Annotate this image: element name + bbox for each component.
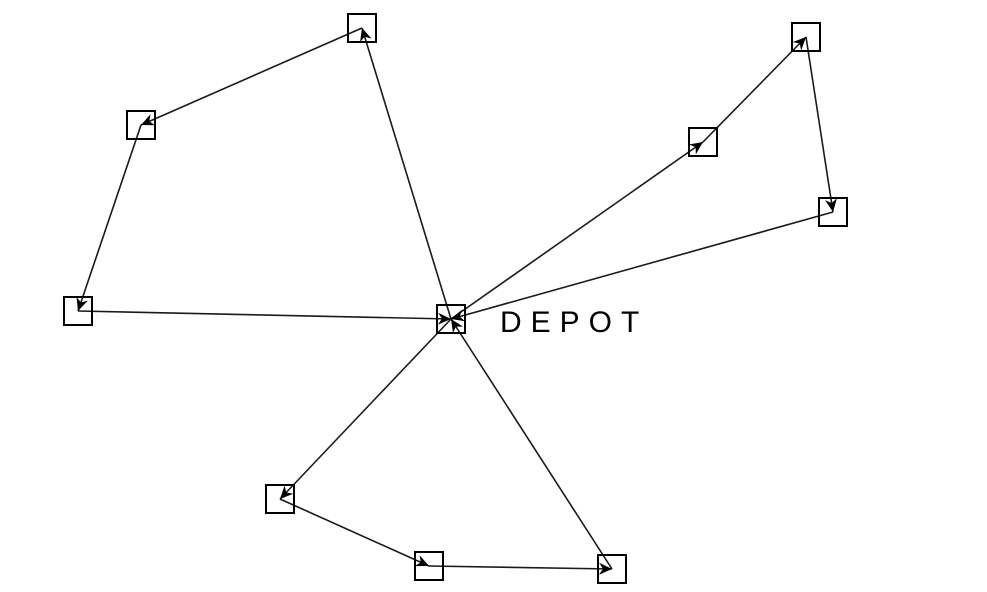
route-edge-1-n1-to-n2 bbox=[140, 27, 363, 126]
route-edge-3-n8-to-n9 bbox=[428, 562, 613, 575]
customer-node-n6 bbox=[818, 197, 848, 227]
route-edge-2-depot-to-n4 bbox=[450, 141, 704, 320]
route-edge-3-depot-to-n7 bbox=[279, 318, 452, 500]
customer-node-n9 bbox=[597, 554, 627, 584]
depot-node bbox=[436, 304, 466, 334]
route-edges bbox=[76, 27, 837, 575]
customer-node-n2 bbox=[126, 110, 156, 140]
customer-node-n3 bbox=[63, 296, 93, 326]
route-edge-3-n9-to-depot bbox=[450, 318, 613, 570]
route-edge-1-depot-to-n1 bbox=[360, 27, 452, 320]
customer-nodes bbox=[63, 13, 848, 584]
route-edge-3-n7-to-n8 bbox=[279, 498, 430, 567]
route-edge-2-n6-to-depot bbox=[450, 211, 834, 322]
route-edge-2-n5-to-n6 bbox=[805, 36, 837, 213]
customer-node-n4 bbox=[688, 127, 718, 157]
route-edge-1-n3-to-depot bbox=[77, 310, 452, 325]
customer-node-n7 bbox=[265, 484, 295, 514]
customer-node-n1 bbox=[347, 13, 377, 43]
customer-node-n8 bbox=[414, 551, 444, 581]
depot-label: DEPOT bbox=[500, 306, 648, 339]
customer-node-n5 bbox=[791, 22, 821, 52]
route-edge-1-n2-to-n3 bbox=[76, 124, 142, 312]
route-edge-2-n4-to-n5 bbox=[702, 36, 807, 143]
